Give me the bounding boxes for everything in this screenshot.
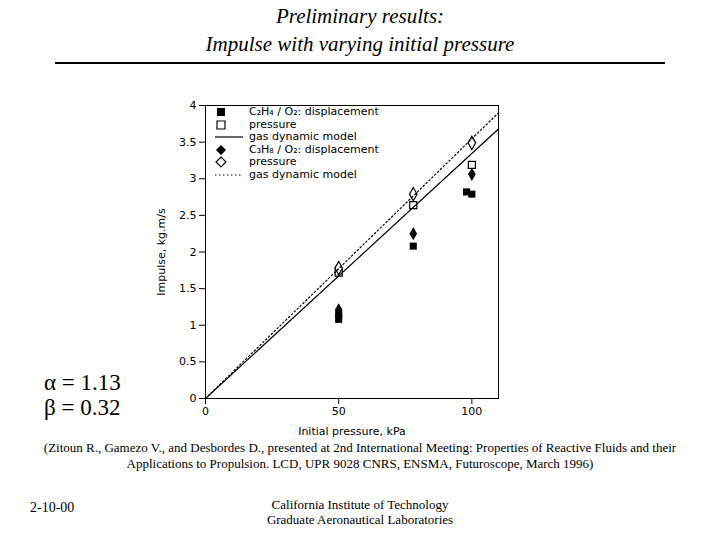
svg-text:Impulse, kg.m/s: Impulse, kg.m/s	[155, 208, 168, 296]
html-text:Impulse with varying initial p: Impulse with varying initial pressure	[205, 32, 515, 56]
html-text:California Institute of Techno: California Institute of Technology	[271, 497, 449, 512]
html-text:pressure: pressure	[249, 155, 297, 168]
svg-text:0: 0	[190, 392, 197, 405]
html-text:Preliminary results:: Preliminary results:	[275, 4, 445, 28]
html-text:pressure: pressure	[249, 117, 297, 131]
html-text:C₃H₈ / O₂: displacement: C₃H₈ / O₂: displacement	[249, 142, 379, 156]
html-text:gas dynamic model: gas dynamic model	[249, 167, 357, 181]
svg-text:100: 100	[461, 405, 482, 418]
svg-text:Initial pressure, kPa: Initial pressure, kPa	[298, 425, 406, 438]
svg-text:50: 50	[332, 405, 346, 418]
svg-text:3: 3	[190, 172, 197, 185]
svg-text:1: 1	[190, 319, 197, 332]
html-text:2-10-00: 2-10-00	[30, 500, 75, 515]
html-text:gas dynamic model: gas dynamic model	[249, 130, 357, 143]
svg-text:0.5: 0.5	[179, 355, 197, 368]
svg-text:2: 2	[190, 246, 197, 259]
svg-text:1.5: 1.5	[179, 282, 197, 295]
html-text:(Zitoun R., Gamezo V., and Des: (Zitoun R., Gamezo V., and Desbordes D.,…	[43, 440, 677, 471]
html-text:C₂H₄ / O₂: displacement: C₂H₄ / O₂: displacement	[249, 105, 379, 118]
html-text:α = 1.13: α = 1.13	[44, 370, 121, 395]
html-text:Graduate Aeronautical Laborato: Graduate Aeronautical Laboratories	[266, 512, 454, 527]
svg-text:0: 0	[202, 405, 209, 418]
svg-text:4: 4	[190, 99, 197, 112]
svg-text:2.5: 2.5	[179, 209, 197, 222]
html-text:β = 0.32: β = 0.32	[44, 395, 121, 420]
svg-text:3.5: 3.5	[179, 136, 197, 149]
